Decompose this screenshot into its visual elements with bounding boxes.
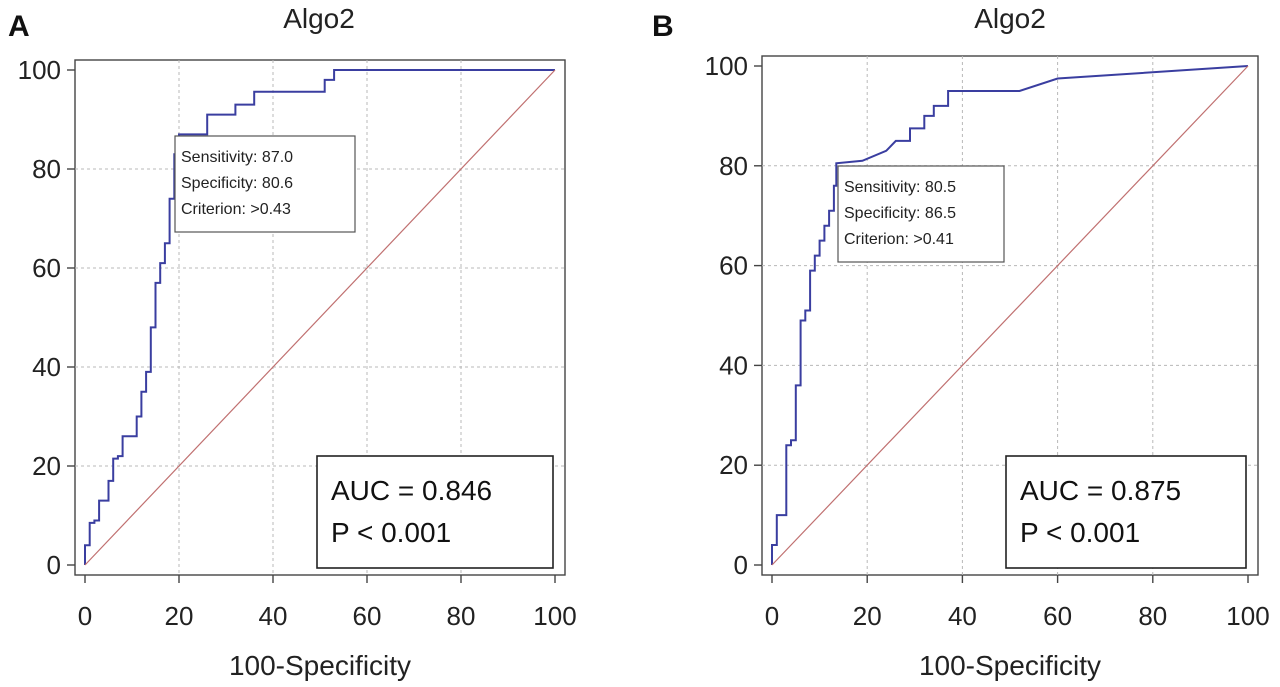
plot-frame bbox=[74, 59, 566, 576]
reference-diagonal-line bbox=[84, 69, 556, 566]
panel-b: B Algo2 0 20 40 60 80 100 0 20 40 60 80 100 Sensitiv… bbox=[652, 3, 1270, 681]
criterion-annotation-box bbox=[174, 135, 356, 233]
x-tick-label: 0 bbox=[765, 601, 779, 631]
auc-stats-box bbox=[1005, 455, 1247, 569]
annotation-line: Specificity: 86.5 bbox=[844, 205, 956, 222]
y-tick-label: 20 bbox=[32, 451, 61, 481]
x-tick-label: 0 bbox=[78, 601, 92, 631]
panel-a: A Algo2 0 20 40 60 80 100 0 20 40 60 80 100 Sensitiv… bbox=[8, 3, 577, 681]
x-tick-label: 100 bbox=[533, 601, 576, 631]
x-tick-label: 60 bbox=[1043, 601, 1072, 631]
x-tick-label: 80 bbox=[1138, 601, 1167, 631]
x-axis-label: 100-Specificity bbox=[919, 650, 1101, 681]
x-tick-label: 60 bbox=[353, 601, 382, 631]
chart-title: Algo2 bbox=[974, 3, 1046, 34]
y-tick-label: 100 bbox=[18, 55, 61, 85]
auc-stats-box bbox=[316, 455, 554, 569]
chart-title: Algo2 bbox=[283, 3, 355, 34]
y-tick-label: 80 bbox=[32, 154, 61, 184]
x-tick-label: 20 bbox=[853, 601, 882, 631]
y-tick-label: 0 bbox=[734, 550, 748, 580]
criterion-annotation-box bbox=[837, 165, 1005, 263]
y-tick-label: 40 bbox=[32, 352, 61, 382]
p-value: P < 0.001 bbox=[331, 517, 451, 548]
panel-label: B bbox=[652, 10, 674, 43]
auc-value: AUC = 0.846 bbox=[331, 475, 492, 506]
x-tick-label: 40 bbox=[948, 601, 977, 631]
reference-diagonal-line bbox=[771, 65, 1249, 566]
plot-area: 0 20 40 60 80 100 0 20 40 60 80 100 Sensitivity: 87.… bbox=[18, 55, 577, 631]
p-value: P < 0.001 bbox=[1020, 517, 1140, 548]
panel-label: A bbox=[8, 10, 30, 43]
plot-frame bbox=[761, 55, 1259, 576]
annotation-line: Sensitivity: 80.5 bbox=[844, 179, 956, 196]
auc-value: AUC = 0.875 bbox=[1020, 475, 1181, 506]
y-tick-label: 60 bbox=[719, 251, 748, 281]
y-tick-label: 100 bbox=[705, 51, 748, 81]
y-tick-label: 40 bbox=[719, 350, 748, 380]
y-tick-label: 20 bbox=[719, 450, 748, 480]
x-tick-label: 40 bbox=[259, 601, 288, 631]
roc-curve bbox=[771, 65, 1249, 565]
annotation-line: Sensitivity: 87.0 bbox=[181, 149, 293, 166]
x-axis-label: 100-Specificity bbox=[229, 650, 411, 681]
y-tick-label: 0 bbox=[47, 550, 61, 580]
plot-area: 0 20 40 60 80 100 0 20 40 60 80 100 Sensitivity: 80.… bbox=[705, 51, 1270, 631]
y-tick-label: 60 bbox=[32, 253, 61, 283]
annotation-line: Criterion: >0.43 bbox=[181, 201, 291, 218]
x-tick-label: 20 bbox=[165, 601, 194, 631]
y-tick-label: 80 bbox=[719, 151, 748, 181]
annotation-line: Specificity: 80.6 bbox=[181, 175, 293, 192]
x-tick-label: 100 bbox=[1226, 601, 1269, 631]
annotation-line: Criterion: >0.41 bbox=[844, 231, 954, 248]
x-tick-label: 80 bbox=[447, 601, 476, 631]
roc-curve bbox=[84, 69, 555, 565]
